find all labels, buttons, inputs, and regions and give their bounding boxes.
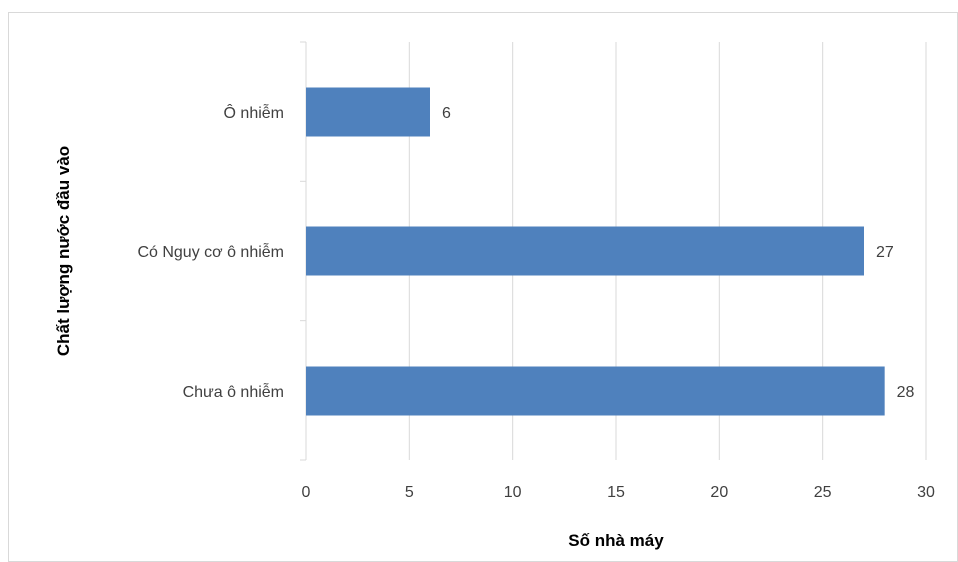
bar <box>306 226 864 276</box>
y-axis-title: Chất lượng nước đầu vào <box>54 146 73 356</box>
bar-series <box>306 87 885 416</box>
bar <box>306 87 430 137</box>
x-tick-label: 15 <box>607 484 625 501</box>
category-labels: Ô nhiễm Có Nguy cơ ô nhiễm Chưa ô nhiễm <box>137 103 284 401</box>
bar-value-label: 27 <box>876 244 894 261</box>
bar-value-label: 6 <box>442 105 451 122</box>
category-axis <box>300 41 307 461</box>
x-tick-label: 0 <box>302 484 311 501</box>
x-tick-label: 10 <box>504 484 522 501</box>
category-label: Có Nguy cơ ô nhiễm <box>137 242 284 261</box>
bar-value-label: 28 <box>897 384 915 401</box>
x-tick-label: 30 <box>917 484 935 501</box>
data-labels: 6 27 28 <box>442 105 915 401</box>
x-tick-label: 20 <box>710 484 728 501</box>
x-tick-labels: 0 5 10 15 20 25 30 <box>302 484 935 501</box>
category-label: Ô nhiễm <box>224 103 284 122</box>
category-label: Chưa ô nhiễm <box>183 382 284 401</box>
bar <box>306 366 885 416</box>
x-axis-title: Số nhà máy <box>568 531 664 550</box>
x-tick-label: 25 <box>814 484 832 501</box>
chart-frame <box>8 12 958 562</box>
x-tick-label: 5 <box>405 484 414 501</box>
